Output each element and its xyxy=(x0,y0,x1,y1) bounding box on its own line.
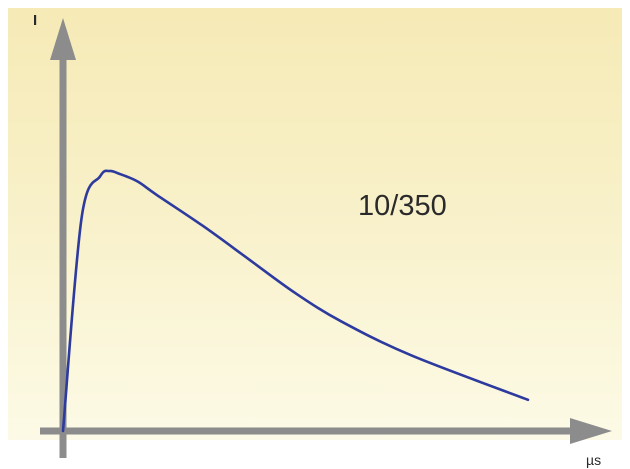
x-axis-arrow xyxy=(570,418,612,444)
x-axis-label: µs xyxy=(586,452,602,468)
waveform-annotation: 10/350 xyxy=(358,190,447,222)
y-axis-label: I xyxy=(33,12,38,29)
y-axis-arrow xyxy=(50,18,76,60)
series-curve xyxy=(61,169,530,433)
plot-background xyxy=(8,8,622,440)
